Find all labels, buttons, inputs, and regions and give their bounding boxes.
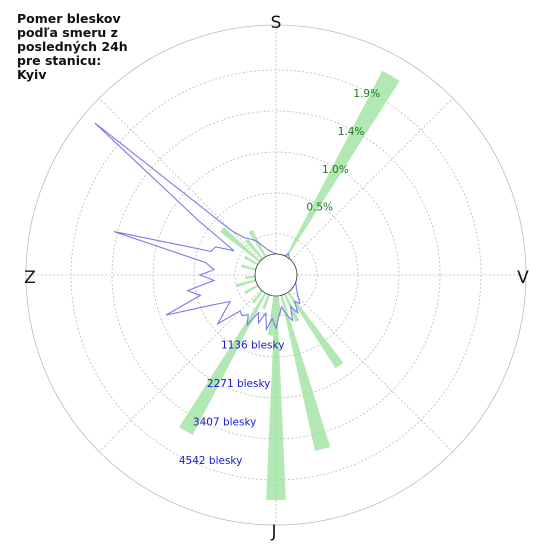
count-tick-label: 2271 blesky [207, 378, 271, 390]
ratio-bar [268, 295, 276, 336]
count-tick-label: 3407 blesky [193, 417, 257, 429]
count-tick-label: 4542 blesky [179, 455, 243, 467]
ratio-bar [236, 279, 256, 288]
ratio-bar [287, 291, 344, 369]
center-hub [254, 253, 298, 297]
ratio-tick-label: 1.0% [322, 164, 349, 176]
count-tick-labels: 1136 blesky 2271 blesky 3407 blesky 4542 bl… [179, 340, 285, 468]
ratio-tick-label: 0.5% [306, 202, 333, 214]
count-line [94, 122, 301, 332]
ratio-bar [266, 295, 286, 501]
ratio-bar [285, 70, 400, 258]
direction-label-north: S [271, 13, 282, 33]
direction-label-west: Z [24, 268, 36, 288]
ratio-bar [240, 264, 256, 271]
ratio-bar [248, 229, 267, 258]
ratio-tick-labels: 0.5% 1.0% 1.4% 1.9% [306, 88, 380, 214]
ratio-tick-label: 1.4% [338, 126, 365, 138]
ratio-bar [262, 294, 270, 310]
ratio-bar [244, 284, 259, 295]
ratio-tick-label: 1.9% [353, 88, 380, 100]
ratio-bar [244, 238, 264, 260]
ratio-bar [280, 295, 331, 452]
ratio-bar [251, 290, 264, 304]
count-tick-label: 1136 blesky [221, 340, 285, 352]
direction-label-south: J [270, 522, 276, 542]
grid-spoke [98, 97, 262, 261]
chart-title: Pomer bleskov podľa smeru z posledných 2… [17, 11, 128, 82]
ratio-bar [219, 227, 261, 263]
ratio-bar [179, 292, 267, 435]
ratio-bar [245, 275, 256, 280]
direction-label-east: V [517, 268, 529, 288]
ratio-bar [244, 255, 259, 266]
ratio-bars [179, 70, 400, 501]
